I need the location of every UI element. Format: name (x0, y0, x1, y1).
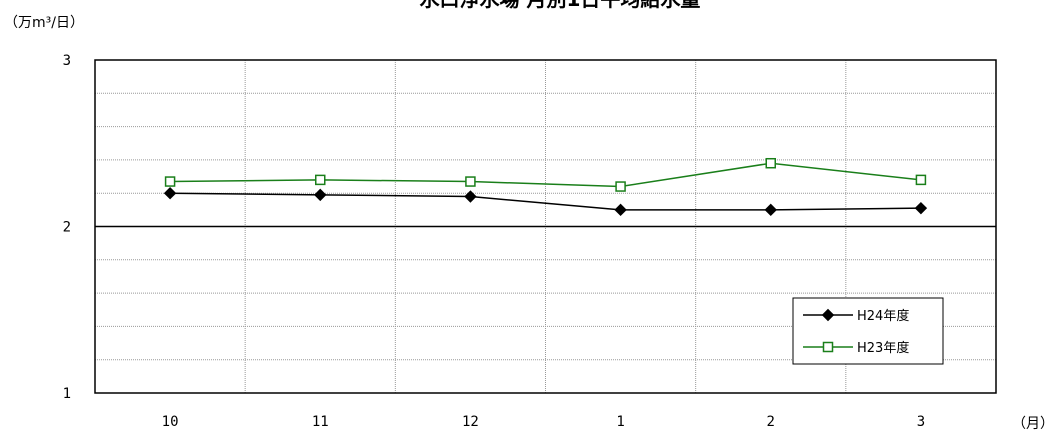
x-axis-unit-label: （月） (1012, 416, 1052, 432)
data-point (764, 203, 777, 217)
y-tick-label: 3 (63, 53, 71, 69)
legend-label: H24年度 (857, 308, 909, 324)
x-tick-label: 3 (917, 414, 925, 430)
legend-item-1: H23年度 (803, 340, 909, 356)
data-point (915, 174, 927, 186)
chart-title: 水口浄水場 月別1日平均給水量 (420, 0, 701, 11)
series-line (170, 192, 921, 211)
data-point (765, 157, 776, 169)
plot-area (94, 59, 997, 394)
legend-swatch-marker (822, 341, 834, 353)
series-line (170, 162, 921, 188)
data-point (464, 190, 477, 203)
grid-lines (95, 60, 996, 393)
series-1 (164, 157, 927, 192)
legend: H24年度 H23年度 (792, 297, 944, 365)
series-group (163, 157, 928, 217)
data-point (614, 203, 627, 217)
legend-label: H23年度 (857, 340, 909, 356)
x-tick-label: 10 (162, 414, 179, 430)
legend-box (792, 297, 944, 365)
data-point (465, 176, 476, 187)
y-tick-label: 2 (63, 220, 71, 236)
legend-swatch-marker (821, 308, 835, 322)
data-point (164, 176, 176, 187)
legend-item-0: H24年度 (803, 308, 909, 324)
y-tick-label: 1 (63, 386, 71, 402)
data-point (914, 201, 928, 215)
data-point (163, 186, 177, 200)
data-point (314, 188, 327, 202)
x-tick-label: 1 (616, 414, 624, 430)
x-tick-label: 11 (312, 414, 329, 430)
y-axis-unit-label: （万m³/日） (4, 15, 84, 31)
x-tick-label: 12 (462, 414, 479, 430)
series-0 (163, 186, 928, 217)
data-point (615, 181, 626, 192)
data-point (315, 174, 326, 186)
x-tick-label: 2 (767, 414, 775, 430)
